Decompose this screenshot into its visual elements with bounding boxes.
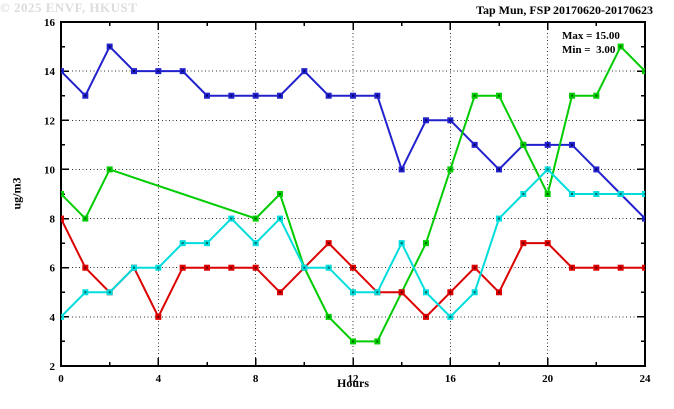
x-tick-label: 0 (58, 373, 64, 385)
x-tick-label: 24 (640, 373, 652, 385)
x-axis-label: Hours (336, 376, 369, 390)
red-series-marker (61, 215, 64, 222)
x-tick-label: 8 (253, 373, 259, 385)
x-tick-label: 12 (348, 373, 360, 385)
y-tick-label: 6 (50, 263, 56, 275)
y-tick-label: 14 (44, 66, 56, 78)
blue-series-line (61, 44, 645, 220)
y-tick-label: 8 (50, 214, 56, 226)
red-series-marker (642, 264, 645, 271)
y-tick-label: 2 (50, 361, 56, 373)
watermark: © 2025 ENVF, HKUST (0, 0, 138, 15)
max-min-annotation: Max = 15.00 Min = 3.00 (562, 29, 620, 57)
cyan-series-marker (61, 313, 64, 320)
blue-series-marker (61, 68, 64, 75)
y-tick-label: 12 (44, 115, 56, 127)
green-series-marker (61, 191, 64, 197)
green-series-marker (642, 68, 645, 75)
gridlines (61, 22, 645, 366)
max-value-label: Max = 15.00 (562, 30, 620, 42)
blue-series (61, 43, 645, 222)
min-value-label: Min = 3.00 (562, 44, 616, 56)
x-tick-label: 4 (156, 373, 162, 385)
y-tick-label: 16 (44, 17, 56, 29)
y-tick-label: 4 (50, 312, 56, 324)
blue-series-marker (642, 215, 645, 222)
cyan-series-marker (642, 191, 645, 197)
x-tick-label: 20 (542, 373, 554, 385)
chart-title: Tap Mun, FSP 20170620-20170623 (476, 3, 653, 17)
x-tick-label: 16 (445, 373, 457, 385)
cyan-series (61, 166, 645, 320)
y-tick-label: 10 (44, 164, 56, 176)
y-axis-label: ug/m3 (9, 177, 24, 210)
